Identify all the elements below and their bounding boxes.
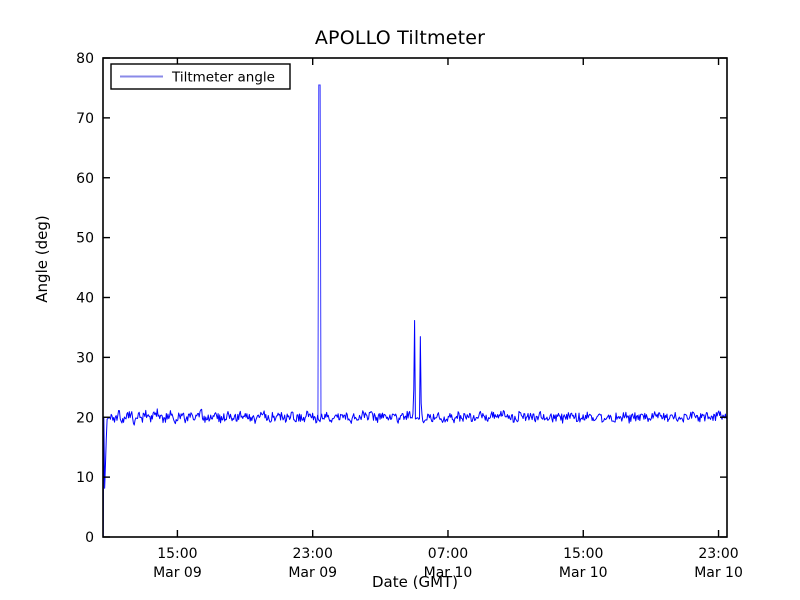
x-tick-label-time: 07:00: [428, 546, 468, 562]
plot-background: [103, 58, 727, 537]
x-tick-label-time: 23:00: [293, 546, 333, 562]
y-tick-label: 40: [76, 291, 94, 307]
legend[interactable]: Tiltmeter angle: [110, 63, 291, 90]
y-tick-label: 30: [76, 350, 94, 366]
x-tick-label-date: Mar 10: [694, 565, 743, 581]
y-tick-label: 60: [76, 171, 94, 187]
y-tick-label: 80: [76, 51, 94, 67]
x-tick-label-time: 23:00: [698, 546, 738, 562]
y-tick-label: 70: [76, 111, 94, 127]
x-tick-label-time: 15:00: [563, 546, 603, 562]
legend-label: Tiltmeter angle: [171, 70, 275, 86]
data-spike: [317, 84, 322, 418]
y-tick-label: 50: [76, 231, 94, 247]
x-tick-label-date: Mar 10: [424, 565, 473, 581]
data-line-tiltmeter-angle: [102, 319, 728, 538]
y-tick-label: 10: [76, 470, 94, 486]
x-tick-label-date: Mar 09: [288, 565, 337, 581]
x-tick-label-date: Mar 09: [153, 565, 202, 581]
x-tick-label-time: 15:00: [157, 546, 197, 562]
x-tick-label-date: Mar 10: [559, 565, 608, 581]
y-tick-label: 20: [76, 410, 94, 426]
axis-ticks-layer: 0 10 20 30 40 50 60 70 80 15:00 Mar 09 23:00 Mar 09 0…: [76, 51, 743, 581]
x-axis-label: Date (GMT): [371, 573, 459, 591]
chart-title: APOLLO Tiltmeter: [314, 27, 486, 49]
y-tick-label: 0: [85, 530, 94, 546]
